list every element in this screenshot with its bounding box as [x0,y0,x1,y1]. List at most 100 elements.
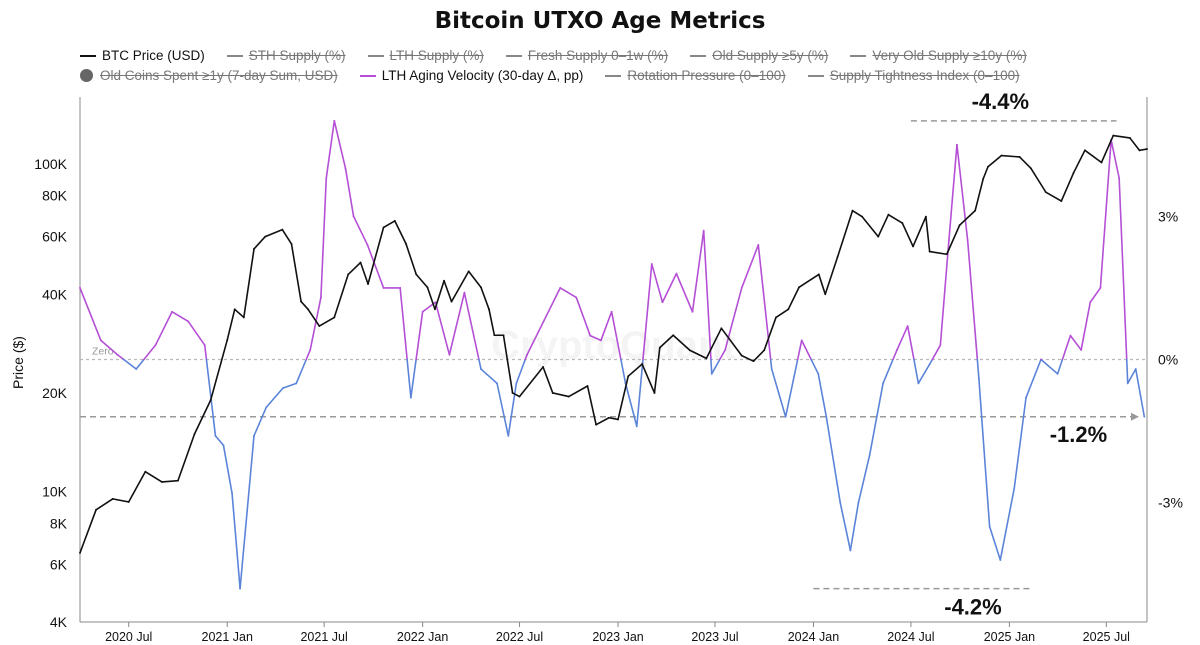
legend-item-5[interactable]: Very Old Supply ≥10y (%) [850,48,1027,63]
chart-title: Bitcoin UTXO Age Metrics [434,8,766,34]
velocity-point [434,301,437,304]
x-tick-label: 2022 Jan [397,630,448,644]
velocity-point [171,310,173,313]
velocity-point [1069,334,1072,337]
legend-item-2[interactable]: LTH Supply (%) [367,48,484,63]
price-point [318,325,321,327]
velocity-point [214,434,217,437]
velocity-point [868,454,871,456]
price-point [144,470,147,473]
legend-line-icon [80,54,96,57]
x-tick-label: 2020 Jul [105,630,152,644]
velocity-line-segment [796,339,803,361]
price-point [877,235,880,238]
price-line-segment [720,327,743,357]
velocity-line-segment [800,339,812,361]
price-point [193,432,196,435]
velocity-line-segment [906,325,915,361]
legend-item-3[interactable]: Fresh Supply 0–1w (%) [505,48,668,63]
velocity-line-segment [702,229,712,361]
price-line-segment [672,334,691,352]
velocity-point [800,339,803,342]
price-line-segment [912,215,927,248]
legend-item-0[interactable]: BTC Price (USD) [80,48,205,63]
price-point [775,316,777,319]
velocity-line-segment [849,501,860,552]
price-point [567,395,570,398]
annotation-label: -4.4% [972,89,1029,114]
legend-label: Old Coins Spent ≥1y (7-day Sum, USD) [100,68,338,83]
price-point [658,346,661,349]
velocity-point [203,344,206,347]
price-point [405,242,407,245]
price-point [264,235,267,238]
legend-item-4[interactable]: Old Supply ≥5y (%) [690,48,828,63]
velocity-line-segment [1134,368,1146,418]
velocity-line-segment [825,415,842,504]
velocity-line-segment [333,120,347,170]
legend-item-7[interactable]: LTH Aging Velocity (30-day Δ, pp) [359,68,583,83]
velocity-point [352,215,355,218]
legend-item-1[interactable]: STH Supply (%) [226,48,346,63]
price-line-segment [511,392,521,398]
price-line-segment [1045,191,1063,202]
velocity-line-segment [784,358,799,418]
price-line-segment [974,178,984,212]
legend-item-9[interactable]: Supply Tightness Index (0–100) [807,68,1020,83]
legend-item-8[interactable]: Rotation Pressure (0–100) [605,68,786,83]
y-tick-label: 40K [42,286,68,302]
velocity-line-segment [1126,368,1137,385]
velocity-line-segment [650,263,664,304]
velocity-line-segment [542,287,562,323]
velocity-line-segment [913,358,920,385]
velocity-line-segment [1110,139,1120,179]
x-tick-label: 2021 Jan [202,630,253,644]
price-point [488,308,490,311]
velocity-point [575,296,578,299]
velocity-line-segment [1089,287,1102,304]
velocity-line-segment [309,296,322,351]
velocity-line-segment [352,215,369,246]
velocity-line-segment [1118,177,1128,361]
velocity-line-segment [253,406,268,437]
velocity-point [154,344,157,347]
velocity-point [661,301,664,304]
price-line-segment [705,327,723,360]
velocity-line-segment [999,487,1016,561]
price-point [641,363,644,365]
legend-item-6[interactable]: Old Coins Spent ≥1y (7-day Sum, USD) [80,68,338,83]
velocity-point [757,244,760,246]
legend-label: Rotation Pressure (0–100) [627,68,786,83]
price-point [480,286,482,289]
price-point [426,286,429,289]
velocity-line-segment [931,344,942,361]
velocity-line-segment [478,358,482,370]
velocity-line-segment [978,377,991,528]
velocity-point [282,387,284,390]
price-point [1112,134,1115,137]
price-point [127,501,130,503]
velocity-line-segment [295,358,308,385]
price-line-segment [290,243,302,303]
legend-label: Old Supply ≥5y (%) [712,48,829,63]
velocity-point [1089,301,1092,304]
y-tick-label: 4K [50,614,68,630]
price-point [1146,148,1148,150]
price-point [720,327,723,330]
y-tick-label: 100K [34,156,67,172]
velocity-line-segment [939,239,950,346]
velocity-line-segment [988,525,1002,561]
velocity-point [906,325,909,327]
velocity-point [999,559,1002,561]
velocity-point [421,310,424,313]
price-point [1000,154,1003,157]
velocity-line-segment [589,334,602,342]
velocity-point [382,287,385,289]
y2-tick-label: 3% [1158,208,1178,224]
velocity-point [222,444,225,447]
price-line-segment [608,416,619,421]
price-line-segment [405,243,418,276]
price-line-segment [144,470,163,483]
velocity-line-segment [1025,358,1042,399]
x-tick-label: 2022 Jul [496,630,543,644]
